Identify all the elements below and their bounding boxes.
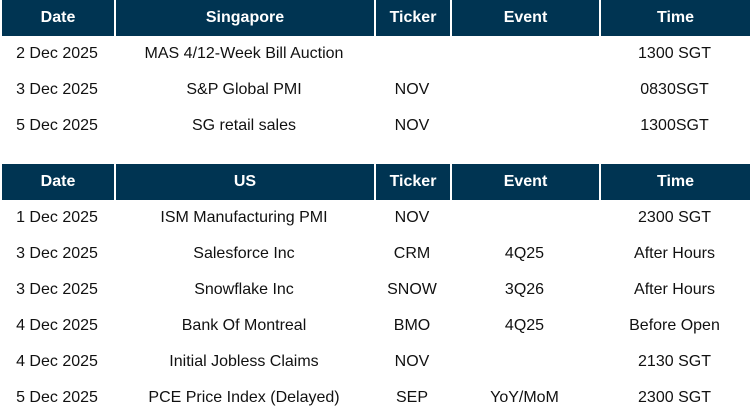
table-header-row: Date US Ticker Event Time xyxy=(0,164,750,200)
cell-time: Before Open xyxy=(629,317,720,334)
cell-name: Initial Jobless Claims xyxy=(169,353,319,370)
cell-ticker: NOV xyxy=(394,353,430,370)
cell-time: After Hours xyxy=(634,281,715,298)
table-row: 1 Dec 2025 ISM Manufacturing PMI NOV 230… xyxy=(0,200,750,236)
cell-name: ISM Manufacturing PMI xyxy=(160,209,328,226)
cell-time: 2130 SGT xyxy=(638,353,711,370)
cell-date: 2 Dec 2025 xyxy=(16,45,98,62)
table-header-row: Date Singapore Ticker Event Time xyxy=(0,0,750,36)
table-row: 5 Dec 2025 PCE Price Index (Delayed) SEP… xyxy=(0,380,750,416)
cell-event: 4Q25 xyxy=(504,317,545,334)
cell-date: 5 Dec 2025 xyxy=(16,389,98,406)
cell-event: 3Q26 xyxy=(504,281,545,298)
header-region-singapore: Singapore xyxy=(114,0,374,36)
cell-ticker: NOV xyxy=(394,81,430,98)
header-event: Event xyxy=(450,164,599,200)
cell-date: 5 Dec 2025 xyxy=(16,117,98,134)
cell-event xyxy=(450,108,599,144)
cell-time: 2300 SGT xyxy=(638,209,711,226)
cell-ticker: NOV xyxy=(394,117,430,134)
header-ticker: Ticker xyxy=(374,164,450,200)
header-ticker: Ticker xyxy=(374,0,450,36)
cell-name: MAS 4/12-Week Bill Auction xyxy=(144,45,344,62)
cell-name: Snowflake Inc xyxy=(194,281,294,298)
table-row: 2 Dec 2025 MAS 4/12-Week Bill Auction 13… xyxy=(0,36,750,72)
cell-event xyxy=(450,200,599,236)
cell-time: 2300 SGT xyxy=(638,389,711,406)
cell-name: Salesforce Inc xyxy=(193,245,295,262)
cell-ticker: CRM xyxy=(393,245,431,262)
singapore-calendar-table: Date Singapore Ticker Event Time 2 Dec 2… xyxy=(0,0,750,144)
cell-date: 4 Dec 2025 xyxy=(16,317,98,334)
cell-name: S&P Global PMI xyxy=(186,81,302,98)
cell-name: SG retail sales xyxy=(191,117,297,134)
cell-date: 3 Dec 2025 xyxy=(16,245,98,262)
cell-ticker: BMO xyxy=(393,317,431,334)
cell-event xyxy=(450,344,599,380)
cell-time: 0830SGT xyxy=(640,81,709,98)
cell-time: After Hours xyxy=(634,245,715,262)
cell-ticker: SEP xyxy=(395,389,428,406)
header-region-us: US xyxy=(114,164,374,200)
header-date: Date xyxy=(0,0,114,36)
cell-date: 3 Dec 2025 xyxy=(16,281,98,298)
table-row: 5 Dec 2025 SG retail sales NOV 1300SGT xyxy=(0,108,750,144)
table-row: 3 Dec 2025 Snowflake Inc SNOW 3Q26 After… xyxy=(0,272,750,308)
cell-name: Bank Of Montreal xyxy=(181,317,307,334)
cell-ticker xyxy=(374,36,450,72)
table-row: 4 Dec 2025 Bank Of Montreal BMO 4Q25 Bef… xyxy=(0,308,750,344)
cell-time: 1300 SGT xyxy=(638,45,711,62)
cell-ticker: SNOW xyxy=(387,281,437,298)
header-time: Time xyxy=(599,164,750,200)
cell-event xyxy=(450,72,599,108)
header-event: Event xyxy=(450,0,599,36)
cell-date: 3 Dec 2025 xyxy=(16,81,98,98)
us-calendar-table: Date US Ticker Event Time 1 Dec 2025 ISM… xyxy=(0,164,750,416)
cell-time: 1300SGT xyxy=(640,117,709,134)
header-time: Time xyxy=(599,0,750,36)
cell-ticker: NOV xyxy=(394,209,430,226)
header-date: Date xyxy=(0,164,114,200)
table-row: 3 Dec 2025 S&P Global PMI NOV 0830SGT xyxy=(0,72,750,108)
cell-event xyxy=(450,36,599,72)
cell-event: YoY/MoM xyxy=(490,389,559,406)
cell-event: 4Q25 xyxy=(504,245,545,262)
cell-date: 1 Dec 2025 xyxy=(16,209,98,226)
table-row: 3 Dec 2025 Salesforce Inc CRM 4Q25 After… xyxy=(0,236,750,272)
cell-name: PCE Price Index (Delayed) xyxy=(148,389,340,406)
cell-date: 4 Dec 2025 xyxy=(16,353,98,370)
table-row: 4 Dec 2025 Initial Jobless Claims NOV 21… xyxy=(0,344,750,380)
